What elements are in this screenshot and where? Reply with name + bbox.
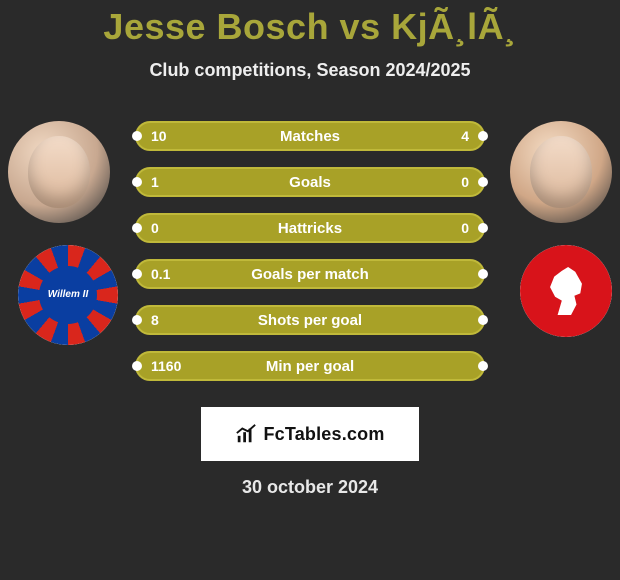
stat-left-value: 0 <box>151 220 159 236</box>
comparison-area: Willem II 10 Matches 4 1 Goals 0 <box>0 107 620 407</box>
stat-right-value: 4 <box>461 128 469 144</box>
infographic-date: 30 october 2024 <box>0 477 620 498</box>
avatar-placeholder <box>28 136 89 207</box>
pill-tip-icon <box>132 361 142 371</box>
stat-left-value: 1160 <box>151 358 181 374</box>
stat-right-value: 0 <box>461 174 469 190</box>
pill-tip-icon <box>132 269 142 279</box>
stat-row-hattricks: 0 Hattricks 0 <box>135 213 485 243</box>
stat-label: Goals per match <box>251 266 369 283</box>
pill-tip-icon <box>132 223 142 233</box>
stat-left-value: 10 <box>151 128 167 144</box>
player-left-photo <box>8 121 110 223</box>
stat-label: Matches <box>280 128 340 145</box>
pill-tip-icon <box>478 177 488 187</box>
pill-tip-icon <box>478 315 488 325</box>
pill-tip-icon <box>478 223 488 233</box>
stat-right-value: 0 <box>461 220 469 236</box>
club-left-logo: Willem II <box>18 245 118 345</box>
crest-inner-label: Willem II <box>39 266 97 324</box>
pill-tip-icon <box>132 177 142 187</box>
stat-label: Hattricks <box>278 220 342 237</box>
stats-column: 10 Matches 4 1 Goals 0 0 Hattricks 0 <box>135 121 485 397</box>
branding-badge: FcTables.com <box>201 407 419 461</box>
horse-icon <box>545 267 587 315</box>
avatar-placeholder <box>530 136 591 207</box>
h2h-infographic: Jesse Bosch vs KjÃ¸lÃ¸ Club competitions… <box>0 0 620 580</box>
fctables-logo-icon <box>235 423 257 445</box>
stat-label: Min per goal <box>266 358 354 375</box>
crest-fc-twente-icon <box>520 245 612 337</box>
club-right-logo <box>520 245 612 337</box>
pill-tip-icon <box>132 315 142 325</box>
crest-willem-ii-icon: Willem II <box>18 245 118 345</box>
branding-text: FcTables.com <box>263 424 384 445</box>
pill-tip-icon <box>478 361 488 371</box>
stat-label: Goals <box>289 174 331 191</box>
pill-tip-icon <box>478 131 488 141</box>
stat-row-matches: 10 Matches 4 <box>135 121 485 151</box>
stat-left-value: 1 <box>151 174 159 190</box>
stat-label: Shots per goal <box>258 312 362 329</box>
stat-row-goals-per-match: 0.1 Goals per match <box>135 259 485 289</box>
stat-left-value: 8 <box>151 312 159 328</box>
stat-left-value: 0.1 <box>151 266 170 282</box>
pill-tip-icon <box>478 269 488 279</box>
stat-row-goals: 1 Goals 0 <box>135 167 485 197</box>
page-title: Jesse Bosch vs KjÃ¸lÃ¸ <box>0 0 620 48</box>
stat-row-shots-per-goal: 8 Shots per goal <box>135 305 485 335</box>
stat-row-min-per-goal: 1160 Min per goal <box>135 351 485 381</box>
page-subtitle: Club competitions, Season 2024/2025 <box>0 60 620 81</box>
player-right-photo <box>510 121 612 223</box>
pill-tip-icon <box>132 131 142 141</box>
